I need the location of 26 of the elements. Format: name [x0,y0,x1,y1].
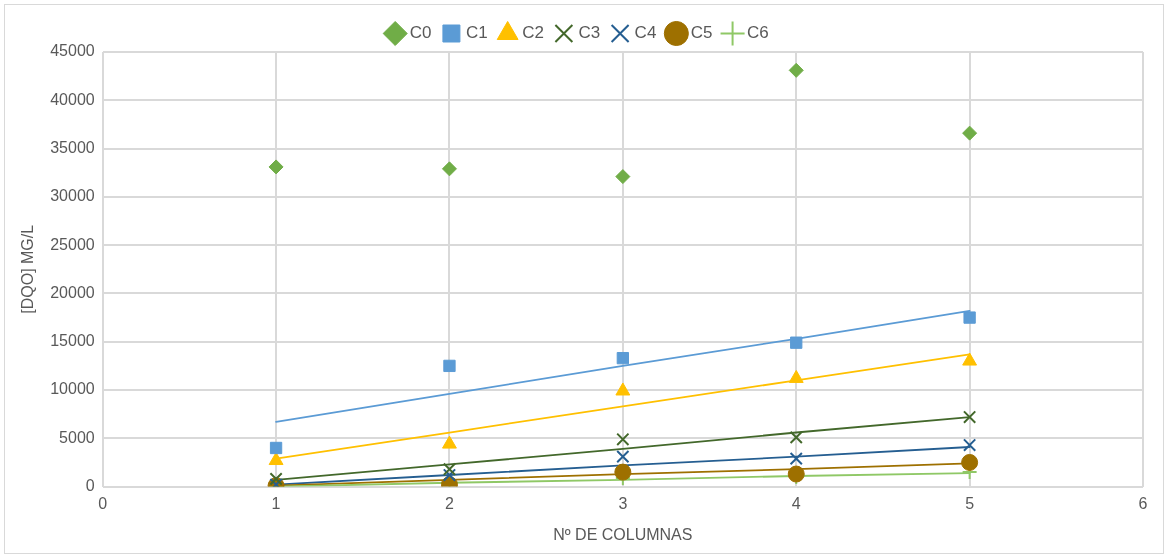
x-tick-label: 1 [271,494,281,512]
x-tick-label: 2 [445,494,455,512]
x-tick-label: 3 [618,494,628,512]
legend-label: C4 [634,23,657,43]
legend-label: C5 [690,23,713,43]
x-tick-label: 0 [98,494,108,512]
legend-label: C1 [465,23,488,43]
y-tick-label: 30000 [50,187,95,205]
y-tick-label: 0 [85,477,95,495]
legend-label: C3 [578,23,601,43]
x-tick-label: 6 [1138,494,1148,512]
legend-label: C6 [747,23,769,43]
x-axis-title: Nº DE COLUMNAS [553,525,693,543]
x-tick-label: 4 [791,494,801,512]
y-tick-label: 35000 [50,138,95,156]
y-tick-label: 5000 [59,428,95,446]
y-tick-label: 10000 [50,380,95,398]
y-axis-title: [DQO] MG/L [19,224,37,314]
y-tick-label: 25000 [50,235,95,253]
y-tick-label: 40000 [50,90,95,108]
y-tick-label: 20000 [50,283,95,301]
y-tick-label: 15000 [50,332,95,350]
legend-label: C0 [409,23,432,43]
y-tick-label: 45000 [50,42,95,60]
x-tick-label: 5 [965,494,975,512]
legend-label: C2 [522,23,544,43]
